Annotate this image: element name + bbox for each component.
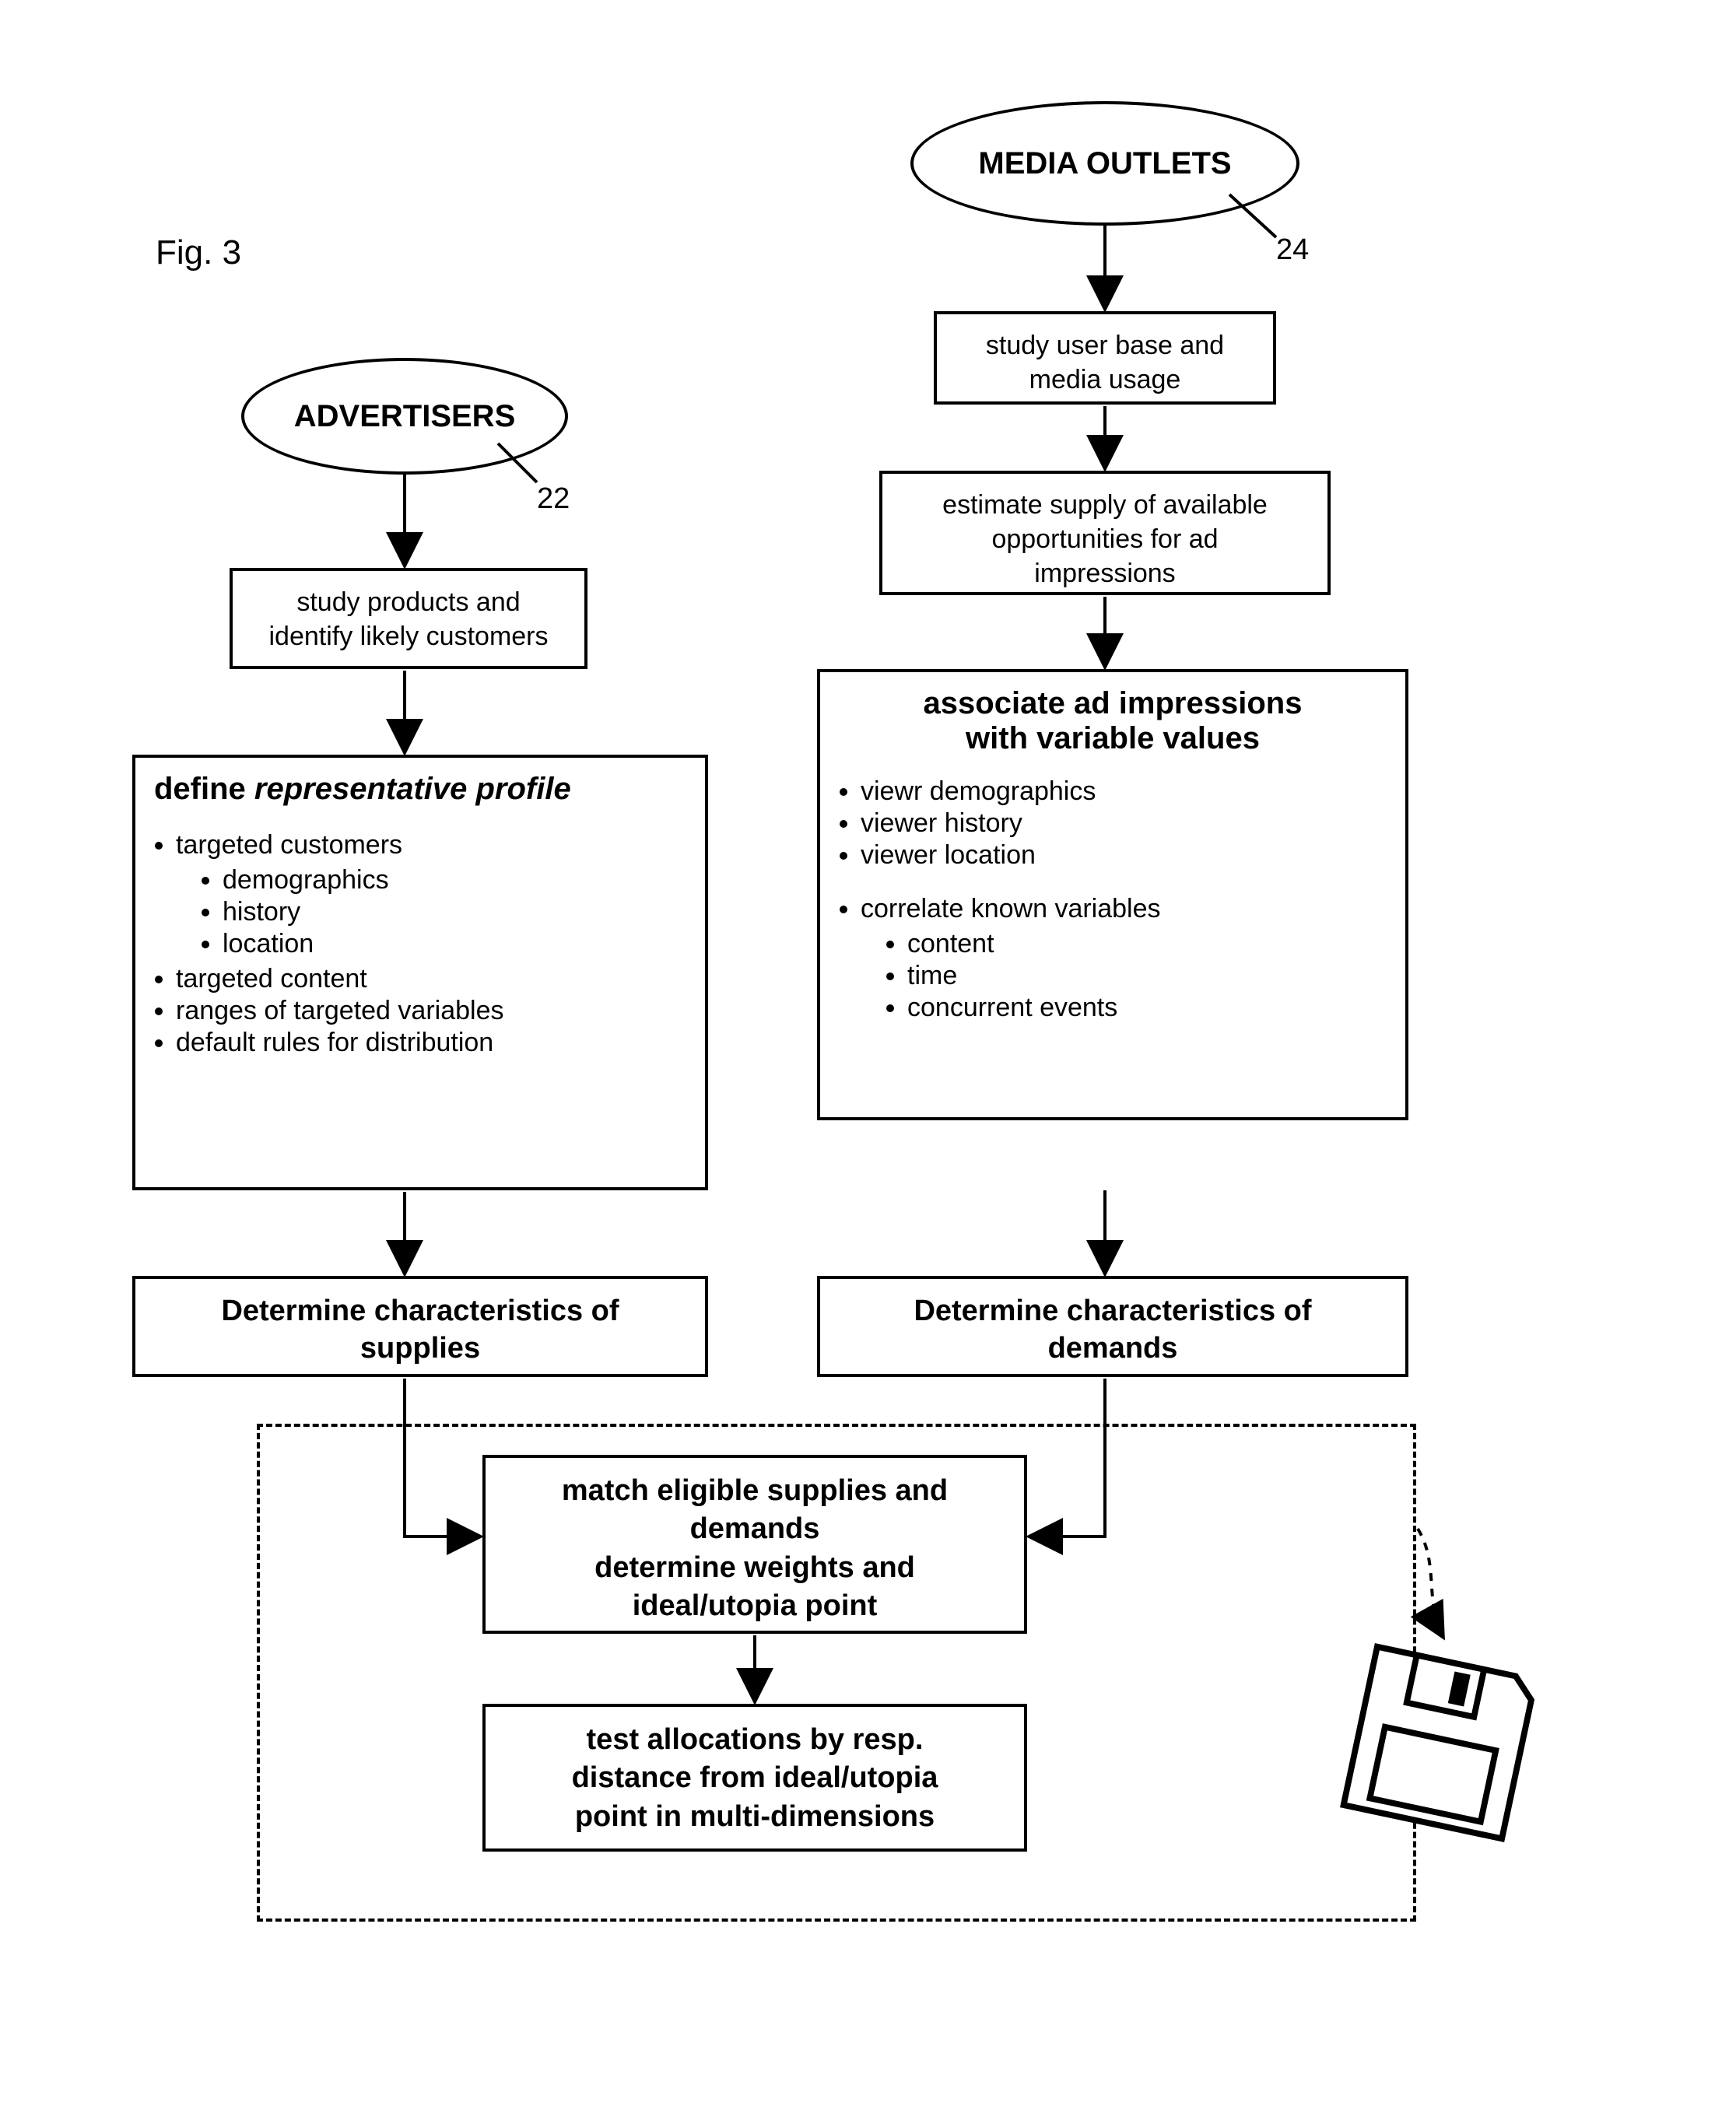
list-item: content — [907, 929, 1387, 959]
list-item: viewr demographics — [861, 776, 1387, 807]
ref-22: 22 — [537, 482, 570, 516]
list-item: demographics — [223, 865, 686, 895]
test-box: test allocations by resp. distance from … — [482, 1704, 1027, 1852]
list-item: targeted content — [176, 964, 686, 994]
diagram-canvas: Fig. 3 ADVERTISERS 22 study products and… — [0, 0, 1736, 2106]
list-item: targeted customers — [176, 830, 686, 860]
media-study-box: study user base and media usage — [934, 311, 1276, 405]
adv-study-box: study products and identify likely custo… — [230, 568, 587, 669]
media-estimate-box: estimate supply of available opportuniti… — [879, 471, 1331, 595]
match-text: match eligible supplies and demands dete… — [562, 1474, 948, 1622]
list-item: concurrent events — [907, 993, 1387, 1023]
media-associate-box: associate ad impressions with variable v… — [817, 669, 1408, 1120]
media-associate-list-a: viewr demographics viewer history viewer… — [839, 776, 1387, 871]
media-ellipse-text: MEDIA OUTLETS — [978, 146, 1231, 181]
ref-24: 24 — [1276, 233, 1309, 267]
media-associate-sublist: content time concurrent events — [861, 929, 1387, 1023]
media-char-box: Determine characteristics of demands — [817, 1276, 1408, 1377]
match-box: match eligible supplies and demands dete… — [482, 1455, 1027, 1634]
list-item: correlate known variables — [861, 894, 1387, 924]
adv-study-text: study products and identify likely custo… — [268, 587, 548, 651]
media-char-text: Determine characteristics of demands — [914, 1295, 1311, 1365]
arrow-dashed-to-floppy — [1418, 1529, 1443, 1638]
floppy-disk-icon — [1320, 1623, 1559, 1862]
advertisers-ellipse: ADVERTISERS — [241, 358, 568, 475]
adv-profile-box: define representative profile targeted c… — [132, 755, 708, 1190]
list-item: ranges of targeted variables — [176, 996, 686, 1026]
test-text: test allocations by resp. distance from … — [572, 1723, 938, 1833]
media-study-text: study user base and media usage — [986, 331, 1224, 394]
adv-profile-sublist: demographics history location — [176, 865, 686, 959]
list-item: viewer location — [861, 840, 1387, 871]
advertisers-ellipse-text: ADVERTISERS — [294, 399, 516, 434]
media-ellipse: MEDIA OUTLETS — [910, 101, 1299, 226]
list-item: location — [223, 929, 686, 959]
adv-char-text: Determine characteristics of supplies — [221, 1295, 619, 1365]
figure-label: Fig. 3 — [156, 233, 241, 272]
list-item: history — [223, 897, 686, 927]
media-associate-list-b: correlate known variables content time c… — [839, 894, 1387, 1023]
adv-char-box: Determine characteristics of supplies — [132, 1276, 708, 1377]
adv-profile-title-italic: representative profile — [254, 772, 571, 806]
list-item: default rules for distribution — [176, 1028, 686, 1058]
list-item: time — [907, 961, 1387, 991]
list-item: viewer history — [861, 808, 1387, 839]
media-estimate-text: estimate supply of available opportuniti… — [942, 490, 1268, 588]
media-associate-title: associate ad impressions with variable v… — [839, 686, 1387, 756]
adv-profile-list: targeted customers demographics history … — [154, 830, 686, 1058]
adv-profile-title-lead: define — [154, 772, 254, 806]
